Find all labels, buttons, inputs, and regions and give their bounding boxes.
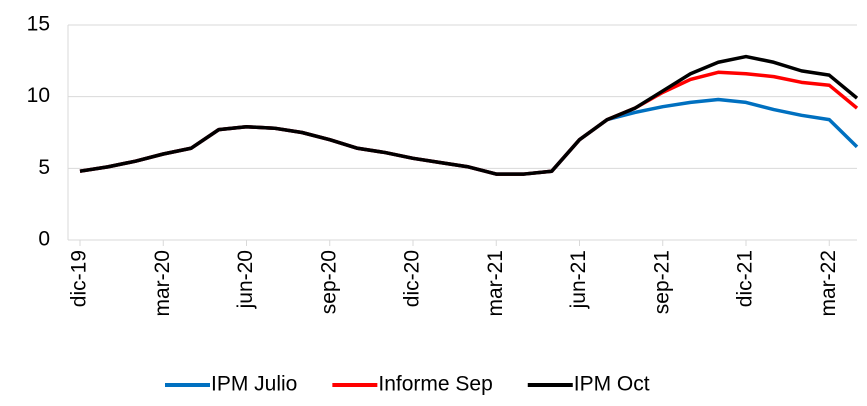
series-line [79, 70, 859, 176]
y-tick-label: 5 [38, 156, 50, 179]
y-tick-label: 0 [38, 228, 50, 251]
x-tick-label: mar-22 [817, 250, 840, 317]
x-tick-label: dic-21 [734, 250, 757, 307]
x-tick-label: dic-19 [68, 250, 91, 307]
legend-label: IPM Julio [211, 373, 297, 396]
x-tick-label: mar-21 [484, 250, 507, 317]
x-tick-label: dic-20 [401, 250, 424, 307]
x-tick-label: jun-20 [234, 250, 257, 309]
series-line [79, 54, 859, 176]
x-tick-label: sep-20 [317, 250, 340, 314]
x-tick-label: sep-21 [650, 250, 673, 314]
x-tick-label: mar-20 [151, 250, 174, 317]
series-line [79, 97, 859, 176]
legend-label: IPM Oct [574, 373, 650, 396]
y-tick-label: 10 [27, 84, 50, 107]
x-tick-label: jun-21 [567, 250, 590, 309]
y-tick-label: 15 [27, 13, 50, 36]
legend-label: Informe Sep [378, 373, 492, 396]
